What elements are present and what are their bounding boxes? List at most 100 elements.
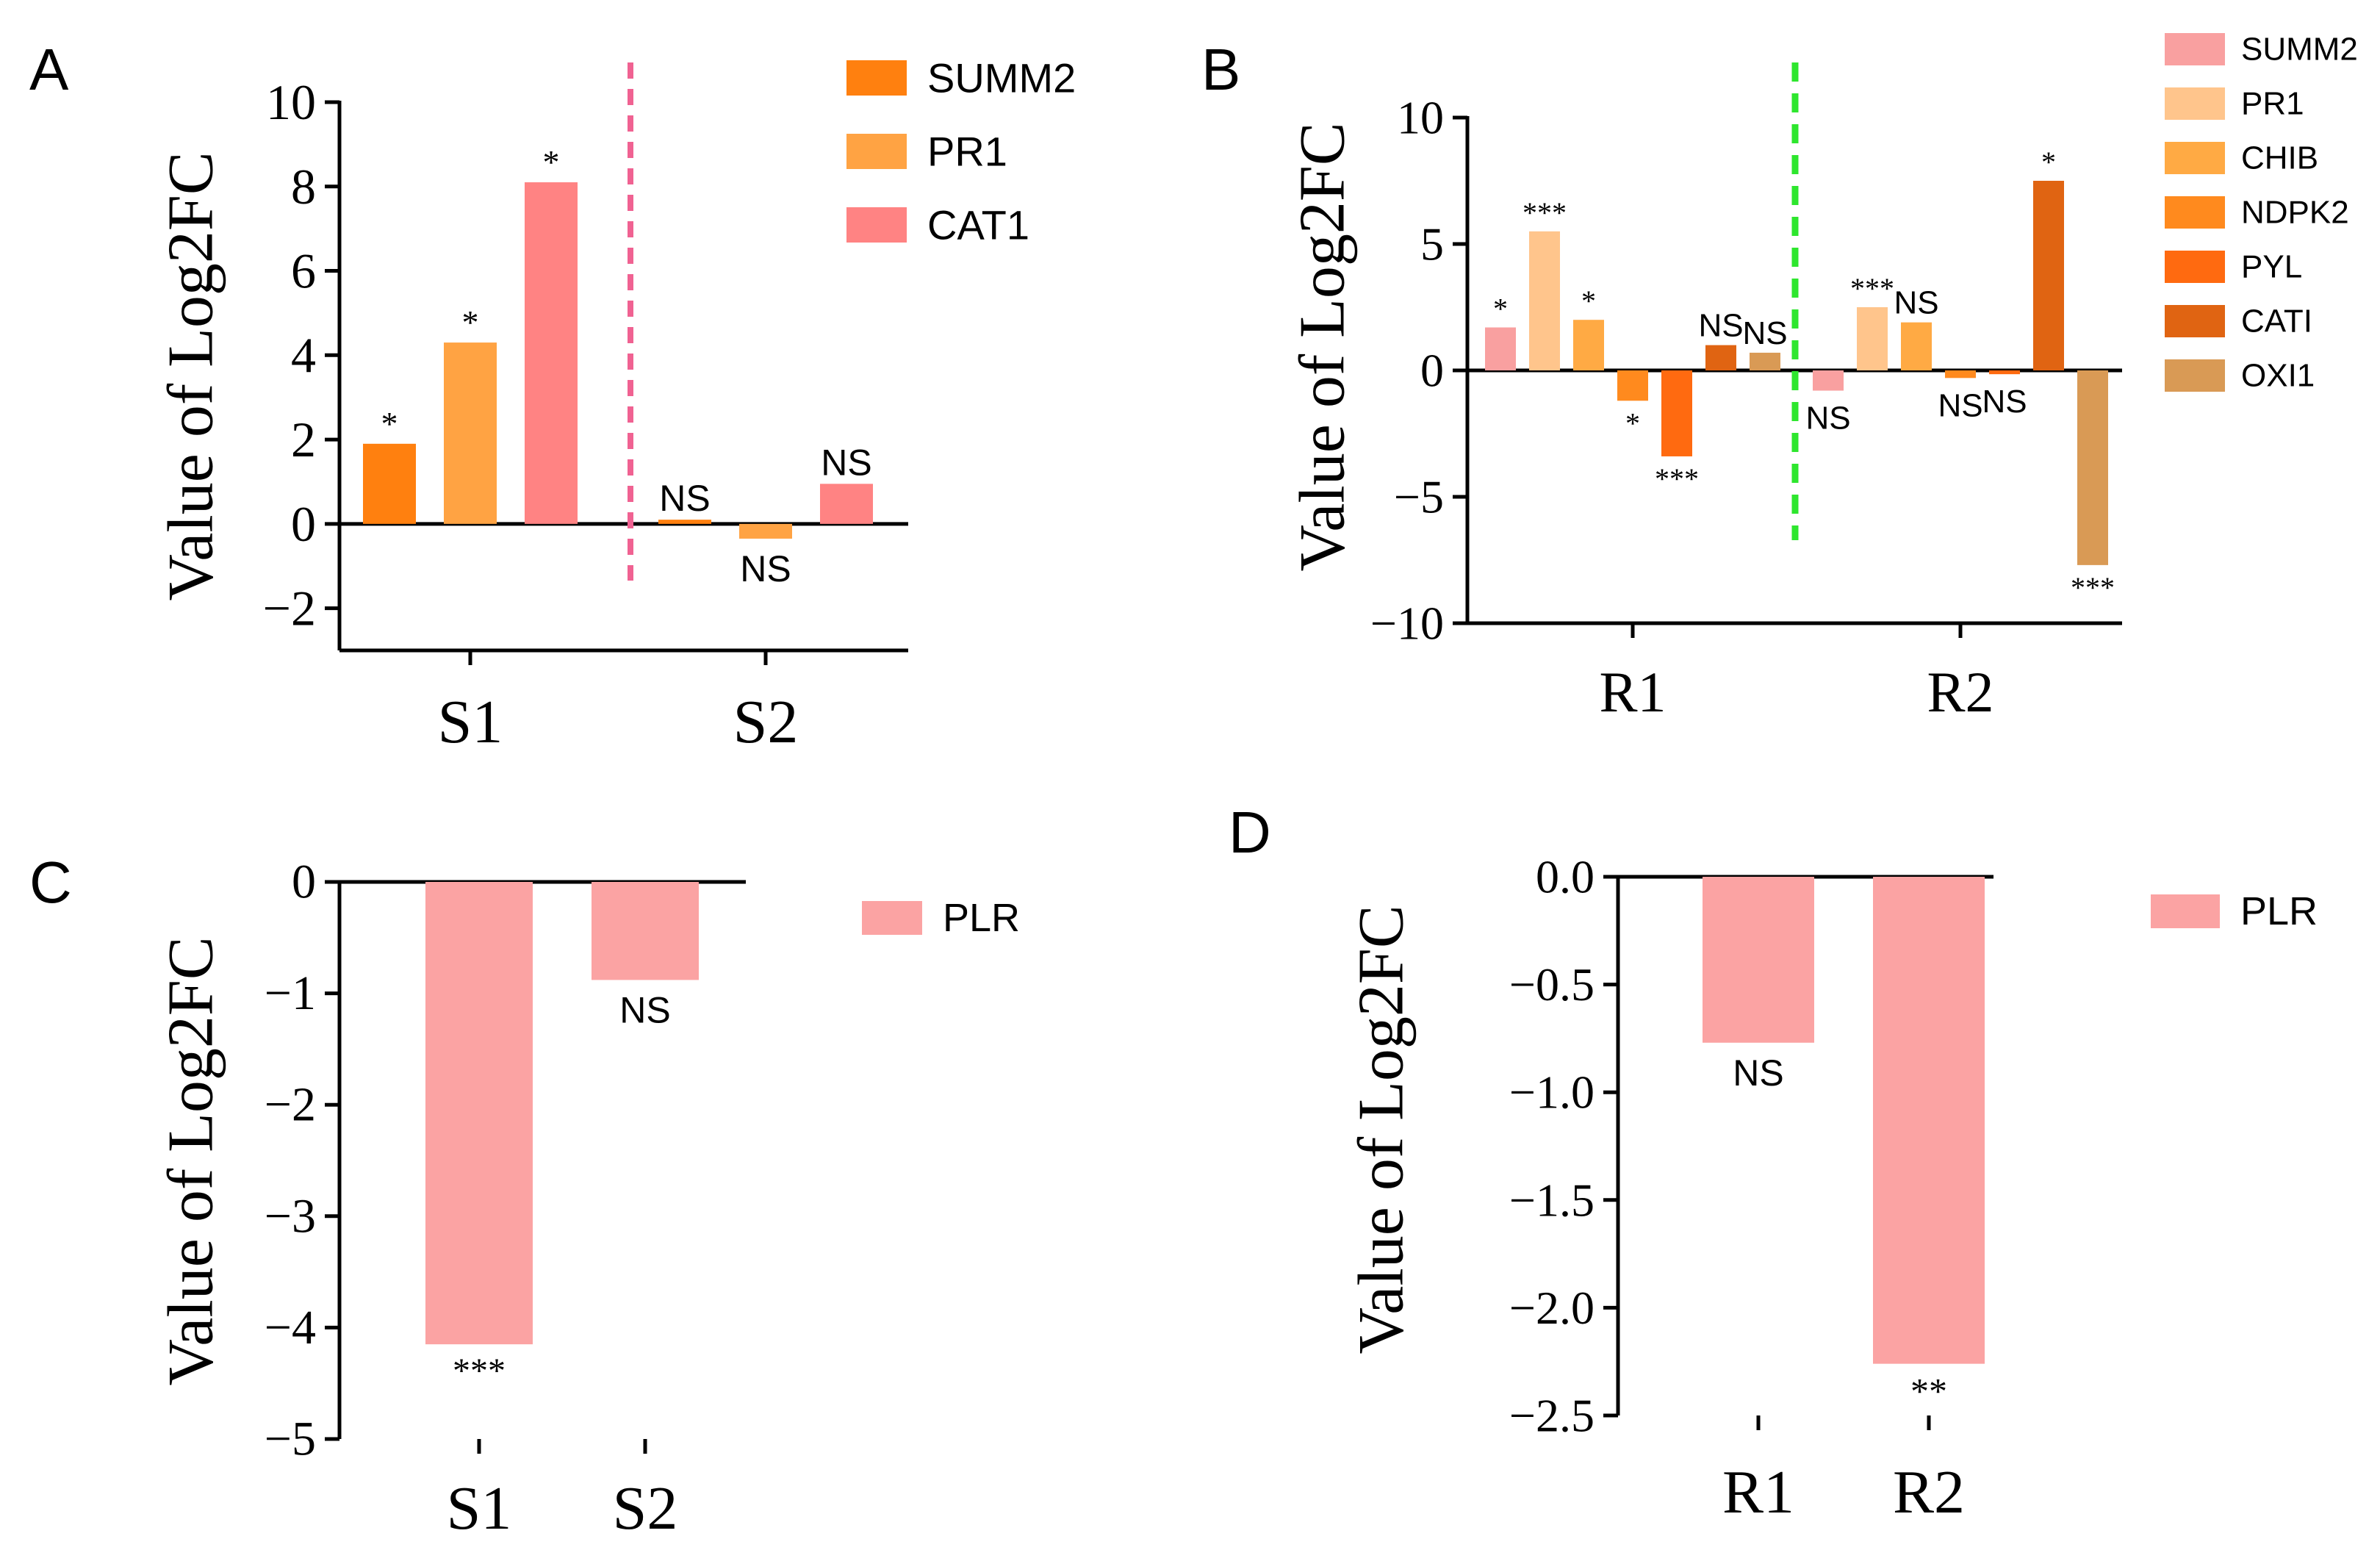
- bar: [1750, 352, 1780, 370]
- bar: [1661, 370, 1692, 456]
- bar: [2033, 181, 2064, 370]
- bar-annotation: NS: [659, 478, 710, 519]
- legend-label: PLR: [2240, 889, 2318, 933]
- y-tick-label: 10: [1397, 92, 1444, 144]
- bar: [1485, 327, 1516, 370]
- y-axis-label: Value of Log2FC: [1346, 905, 1417, 1354]
- y-tick-label: 10: [266, 74, 316, 130]
- bar: [820, 484, 873, 524]
- bar: [1857, 307, 1888, 370]
- bar: [1703, 877, 1814, 1043]
- y-tick-label: −4: [265, 1301, 316, 1354]
- panel-c: C Value of Log2FC −5 −4 −3 −2 −1 0 S1 S2 *** NS PLR: [29, 850, 1020, 1543]
- y-tick-label: 2: [291, 412, 316, 467]
- bar-annotation: NS: [1742, 315, 1787, 351]
- y-tick-label: 4: [291, 327, 316, 383]
- x-tick-label: R1: [1722, 1458, 1794, 1526]
- y-tick-label: 5: [1420, 218, 1444, 270]
- y-tick-label: 0: [291, 496, 316, 552]
- bar: [1873, 877, 1985, 1364]
- bar-annotation: ***: [1655, 462, 1699, 495]
- legend-swatch: [2165, 142, 2225, 174]
- bar-annotation: NS: [740, 548, 791, 589]
- bar-annotation: NS: [1698, 308, 1743, 344]
- bar-annotation: *: [1581, 284, 1596, 317]
- y-tick-label: −5: [265, 1413, 316, 1466]
- panel-label-c: C: [29, 850, 72, 915]
- y-tick-label: −10: [1370, 598, 1444, 650]
- bar: [2077, 370, 2108, 565]
- legend-label: OXI1: [2241, 358, 2315, 394]
- bar-annotation: *: [381, 405, 398, 442]
- bar-annotation: **: [1910, 1371, 1947, 1412]
- legend-swatch: [846, 134, 907, 169]
- legend-label: CATI: [2241, 304, 2312, 340]
- bar: [658, 520, 711, 524]
- legend-label: PYL: [2241, 249, 2302, 285]
- bar-annotation: NS: [1982, 384, 2027, 420]
- bar: [363, 443, 416, 524]
- legend-swatch: [846, 60, 907, 96]
- bar-annotation: ***: [1522, 196, 1567, 229]
- legend-label: CHIB: [2241, 140, 2318, 176]
- legend-swatch: [2165, 196, 2225, 229]
- bar-annotation: ***: [453, 1352, 506, 1390]
- y-tick-label: 8: [291, 159, 316, 215]
- y-tick-label: −3: [265, 1189, 316, 1243]
- y-tick-label: −2: [265, 1078, 316, 1132]
- bar: [425, 882, 533, 1345]
- y-tick-label: −2: [263, 581, 316, 636]
- panel-label-b: B: [1201, 37, 1240, 102]
- bar: [525, 182, 578, 524]
- legend-swatch: [846, 207, 907, 243]
- y-tick-label: −1.0: [1509, 1066, 1595, 1119]
- y-axis-label: Value of Log2FC: [156, 151, 227, 600]
- panel-label-d: D: [1229, 800, 1271, 865]
- legend-label: PR1: [927, 129, 1007, 175]
- y-tick-label: −0.5: [1509, 958, 1595, 1011]
- bar-annotation: NS: [619, 989, 670, 1030]
- legend-swatch: [2165, 305, 2225, 337]
- bar: [1945, 370, 1976, 378]
- bar: [1573, 320, 1604, 370]
- y-tick-label: 0: [292, 855, 316, 909]
- bar-annotation: NS: [1733, 1052, 1783, 1094]
- bar: [739, 523, 792, 539]
- legend-label: SUMM2: [927, 55, 1076, 101]
- bar-annotation: ***: [2071, 571, 2115, 604]
- legend-swatch: [2165, 251, 2225, 283]
- y-tick-label: −2.5: [1509, 1390, 1595, 1442]
- legend-swatch: [2165, 87, 2225, 120]
- x-tick-label: S1: [438, 688, 503, 756]
- y-tick-label: −2.0: [1509, 1282, 1595, 1334]
- legend-swatch: [2151, 894, 2220, 928]
- y-tick-label: 0.0: [1536, 851, 1595, 903]
- bar-annotation: *: [1625, 406, 1640, 439]
- bar: [1901, 322, 1932, 370]
- legend-label: SUMM2: [2241, 32, 2358, 68]
- bar: [1705, 345, 1736, 370]
- panel-a: A Value of Log2FC −2 0 2 4 6 8 10 S1 S2 * * * NS NS NS S…: [29, 37, 1076, 756]
- legend-swatch: [2165, 359, 2225, 392]
- bar: [1529, 231, 1560, 370]
- bar: [1617, 370, 1648, 401]
- legend-label: PR1: [2241, 86, 2304, 122]
- x-tick-label: S1: [447, 1474, 512, 1543]
- bar-annotation: *: [2041, 146, 2056, 179]
- bar: [592, 882, 699, 980]
- bar-annotation: NS: [1894, 285, 1938, 321]
- legend-label: PLR: [943, 896, 1020, 940]
- bar-annotation: NS: [1938, 387, 1982, 423]
- y-tick-label: −1.5: [1509, 1174, 1595, 1226]
- y-axis-label: Value of Log2FC: [1287, 122, 1359, 571]
- x-tick-label: R1: [1599, 660, 1666, 724]
- bar-annotation: ***: [1850, 272, 1894, 305]
- x-tick-label: S2: [613, 1474, 678, 1543]
- legend-label: NDPK2: [2241, 195, 2349, 231]
- y-tick-label: −1: [265, 966, 316, 1020]
- legend-label: CAT1: [927, 202, 1029, 248]
- y-tick-label: −5: [1394, 471, 1444, 523]
- x-tick-label: R2: [1893, 1458, 1965, 1526]
